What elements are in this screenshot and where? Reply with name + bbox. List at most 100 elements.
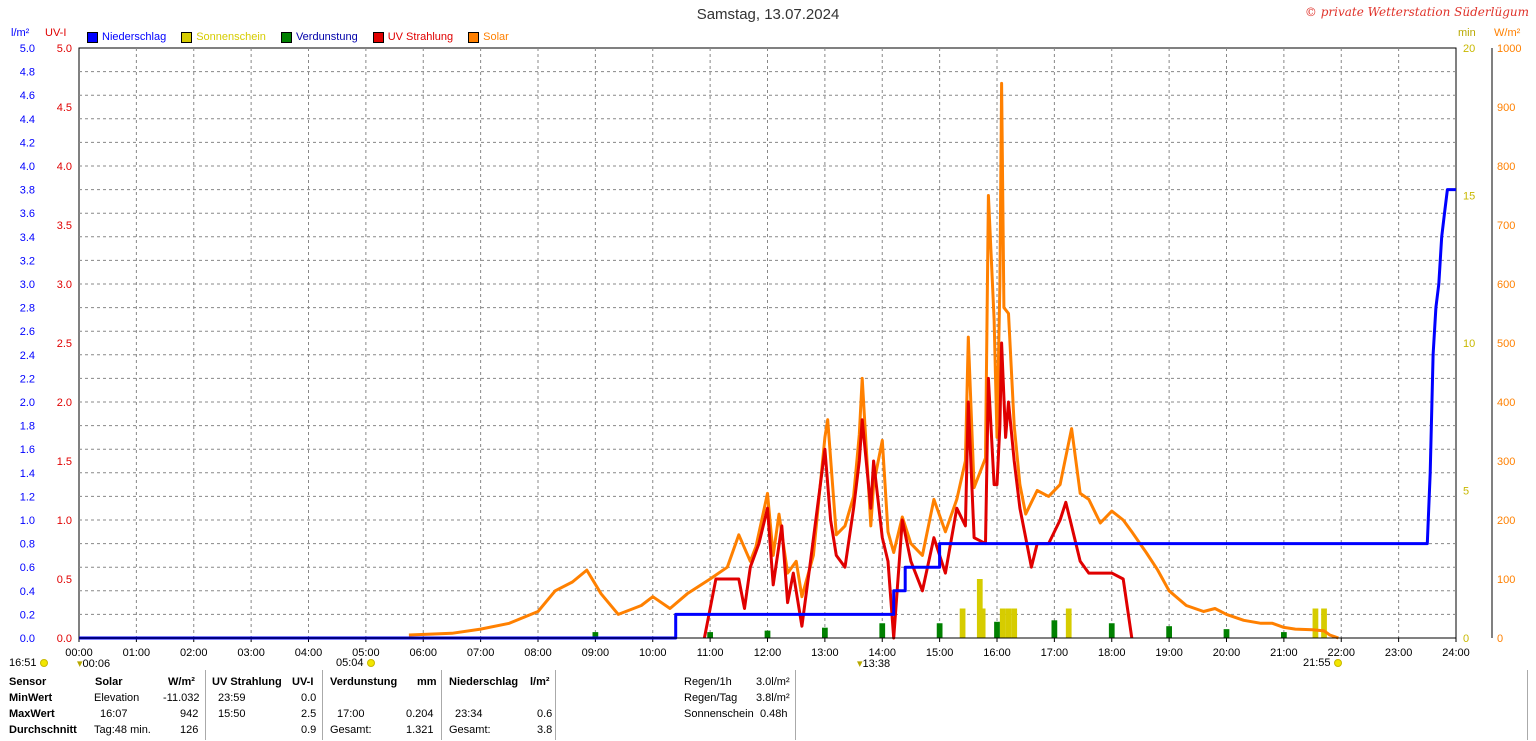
x-tick-label: 07:00: [467, 647, 495, 659]
y-tick-solar: 200: [1497, 515, 1515, 527]
bar-verdunstung: [1223, 629, 1230, 638]
summary-label: Sonnenschein: [684, 708, 754, 720]
summary-label: Regen/1h: [684, 676, 732, 688]
y-tick-niederschlag: 2.2: [20, 373, 35, 385]
arrow-down-icon: ▾: [77, 658, 83, 670]
y-tick-uv: 3.5: [57, 220, 72, 232]
stats-cell: Gesamt:: [449, 724, 491, 736]
stats-cell: 16:07: [100, 708, 128, 720]
bar-sonnenschein: [999, 608, 1006, 638]
stats-cell: 23:34: [455, 708, 483, 720]
y-tick-solar: 500: [1497, 338, 1515, 350]
legend-item-sonnenschein[interactable]: Sonnenschein: [181, 31, 266, 43]
summary-value: 0.48h: [760, 708, 788, 720]
sunrise-marker: 05:04: [336, 657, 375, 669]
y-tick-sonnenschein: 10: [1463, 338, 1475, 350]
legend-swatch: [468, 31, 480, 43]
x-tick-label: 16:00: [983, 647, 1011, 659]
x-tick-label: 13:00: [811, 647, 839, 659]
stats-row-label: MinWert: [9, 692, 53, 704]
legend-label: Verdunstung: [295, 31, 358, 43]
y-tick-uv: 2.0: [57, 397, 72, 409]
legend-item-niederschlag[interactable]: Niederschlag: [87, 31, 166, 43]
midnight-label: 00:06: [82, 658, 111, 670]
x-tick-label: 09:00: [582, 647, 610, 659]
legend-swatch: [372, 31, 384, 43]
solar-noon-label: 13:38: [862, 658, 891, 670]
stats-header-solar-unit: W/m²: [168, 676, 195, 688]
bar-sonnenschein: [1011, 608, 1018, 638]
x-tick-label: 18:00: [1098, 647, 1126, 659]
divider: [322, 670, 323, 740]
bar-verdunstung: [764, 630, 771, 638]
y-tick-niederschlag: 0.2: [20, 609, 35, 621]
stats-row-label: Durchschnitt: [9, 724, 77, 736]
series-line-niederschlag: [79, 188, 1456, 640]
legend-label: Solar: [483, 31, 509, 43]
stats-cell: Gesamt:: [330, 724, 372, 736]
legend: Niederschlag Sonnenschein Verdunstung UV…: [87, 31, 509, 43]
midnight-marker: ▾00:06: [77, 657, 110, 670]
y-tick-niederschlag: 4.4: [20, 114, 35, 126]
x-tick-label: 04:00: [295, 647, 323, 659]
y-tick-uv: 1.5: [57, 456, 72, 468]
bar-sonnenschein: [979, 608, 986, 638]
summary-label: Regen/Tag: [684, 692, 738, 704]
bar-verdunstung: [707, 632, 713, 638]
legend-item-solar[interactable]: Solar: [468, 31, 509, 43]
x-tick-label: 17:00: [1041, 647, 1069, 659]
bar-verdunstung: [994, 621, 1000, 638]
x-tick-label: 05:00: [352, 647, 380, 659]
y-tick-niederschlag: 3.8: [20, 185, 35, 197]
x-tick-label: 01:00: [123, 647, 151, 659]
x-tick-label: 02:00: [180, 647, 208, 659]
arrow-down-icon: ▾: [857, 658, 863, 670]
y-tick-uv: 4.0: [57, 161, 72, 173]
bar-verdunstung: [592, 632, 599, 638]
sunset-label: 21:55: [1303, 657, 1331, 669]
y-tick-niederschlag: 3.0: [20, 279, 35, 291]
stats-cell: 17:00: [337, 708, 365, 720]
y-tick-uv: 3.0: [57, 279, 72, 291]
x-tick-label: 21:00: [1270, 647, 1298, 659]
y-tick-niederschlag: 3.4: [20, 232, 35, 244]
x-tick-label: 14:00: [868, 647, 896, 659]
bar-verdunstung: [1166, 626, 1172, 638]
legend-item-verdunstung[interactable]: Verdunstung: [280, 31, 358, 43]
y-tick-niederschlag: 1.2: [20, 491, 35, 503]
legend-swatch: [181, 31, 193, 43]
x-tick-label: 08:00: [524, 647, 552, 659]
stats-cell: Elevation: [94, 692, 140, 704]
bar-sonnenschein: [1065, 608, 1072, 638]
x-tick-label: 22:00: [1327, 647, 1355, 659]
y-tick-sonnenschein: 15: [1463, 191, 1475, 203]
y-tick-niederschlag: 5.0: [20, 43, 35, 55]
legend-item-uv[interactable]: UV Strahlung: [372, 31, 453, 43]
stats-header-verdunstung-unit: mm: [417, 676, 437, 688]
x-tick-label: 20:00: [1213, 647, 1241, 659]
y-tick-solar: 600: [1497, 279, 1515, 291]
y-tick-niederschlag: 4.2: [20, 137, 35, 149]
y-tick-niederschlag: 2.4: [20, 350, 35, 362]
x-tick-label: 11:00: [697, 647, 724, 659]
stats-cell: 3.8: [537, 724, 553, 736]
stats-cell: 0.6: [537, 708, 553, 720]
day-length-label: 16:51: [9, 657, 37, 669]
y-tick-niederschlag: 2.0: [20, 397, 35, 409]
divider: [1527, 670, 1528, 740]
y-tick-niederschlag: 3.2: [20, 255, 35, 267]
y-tick-niederschlag: 3.6: [20, 208, 35, 220]
bar-verdunstung: [1051, 620, 1058, 638]
sunset-marker: 21:55: [1303, 657, 1342, 669]
solar-noon-marker: ▾13:38: [857, 657, 890, 670]
stats-cell: 0.204: [406, 708, 434, 720]
stats-header-uv-unit: UV-I: [292, 676, 314, 688]
x-tick-label: 24:00: [1442, 647, 1470, 659]
y-tick-solar: 300: [1497, 456, 1515, 468]
y-tick-solar: 100: [1497, 574, 1515, 586]
summary-value: 3.8l/m²: [756, 692, 790, 704]
bar-sonnenschein: [959, 608, 966, 638]
bar-sonnenschein: [1005, 608, 1012, 638]
stats-cell: 126: [180, 724, 199, 736]
stats-cell: 0.0: [301, 692, 317, 704]
